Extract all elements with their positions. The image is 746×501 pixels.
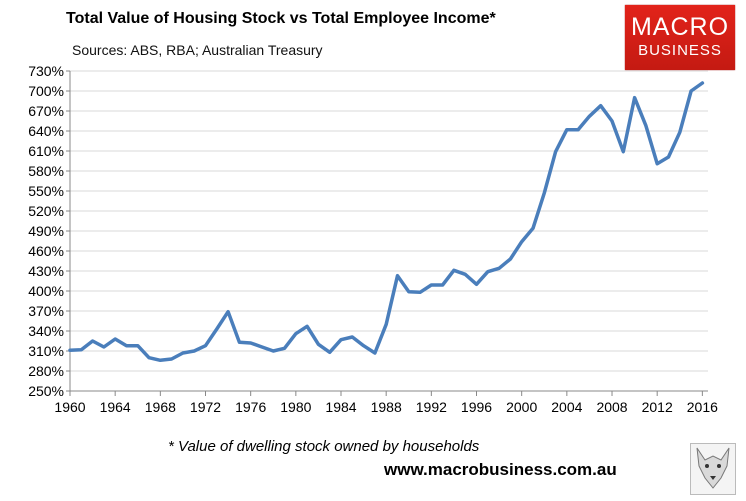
- x-tick-label: 2000: [506, 399, 537, 415]
- x-tick-label: 1996: [461, 399, 492, 415]
- x-tick-label: 1964: [100, 399, 131, 415]
- y-tick-label: 730%: [28, 63, 64, 79]
- website-url[interactable]: www.macrobusiness.com.au: [384, 460, 617, 479]
- logo-line-1: MACRO: [630, 13, 730, 41]
- y-tick-label: 460%: [28, 243, 64, 259]
- y-tick-label: 250%: [28, 383, 64, 399]
- y-tick-label: 670%: [28, 103, 64, 119]
- y-tick-label: 280%: [28, 363, 64, 379]
- x-tick-label: 2016: [687, 399, 718, 415]
- x-axis-ticks: 1960 1964 1968 1972 1976 1980 1984 1988 1992 1996…: [54, 391, 718, 415]
- grid-lines: [70, 70, 708, 372]
- macrobusiness-logo: MACRO BUSINESS: [625, 5, 735, 70]
- y-tick-label: 370%: [28, 303, 64, 319]
- x-tick-label: 1968: [145, 399, 176, 415]
- logo-line-2: BUSINESS: [638, 42, 722, 59]
- y-tick-label: 400%: [28, 283, 64, 299]
- wolf-icon: [690, 443, 736, 495]
- y-tick-label: 340%: [28, 323, 64, 339]
- chart-title: Total Value of Housing Stock vs Total Em…: [66, 10, 496, 27]
- y-axis-ticks: 250% 280% 310% 340% 370% 400% 430% 460% 490% 520%…: [28, 63, 70, 399]
- footnote: * Value of dwelling stock owned by house…: [168, 438, 480, 455]
- x-tick-label: 1972: [190, 399, 221, 415]
- y-tick-label: 310%: [28, 343, 64, 359]
- x-tick-label: 1988: [371, 399, 402, 415]
- x-tick-label: 1976: [235, 399, 266, 415]
- y-tick-label: 550%: [28, 183, 64, 199]
- x-tick-label: 1984: [325, 399, 356, 415]
- y-tick-label: 700%: [28, 83, 64, 99]
- x-tick-label: 2012: [642, 399, 673, 415]
- y-tick-label: 520%: [28, 203, 64, 219]
- y-tick-label: 640%: [28, 123, 64, 139]
- x-tick-label: 1960: [54, 399, 85, 415]
- series-group: [68, 81, 705, 363]
- chart-sources: Sources: ABS, RBA; Australian Treasury: [72, 42, 323, 58]
- x-tick-label: 2004: [551, 399, 582, 415]
- y-tick-label: 430%: [28, 263, 64, 279]
- series-line: [68, 81, 705, 363]
- x-tick-label: 1992: [416, 399, 447, 415]
- y-tick-label: 580%: [28, 163, 64, 179]
- x-tick-label: 1980: [280, 399, 311, 415]
- x-tick-label: 2008: [596, 399, 627, 415]
- y-tick-label: 610%: [28, 143, 64, 159]
- y-tick-label: 490%: [28, 223, 64, 239]
